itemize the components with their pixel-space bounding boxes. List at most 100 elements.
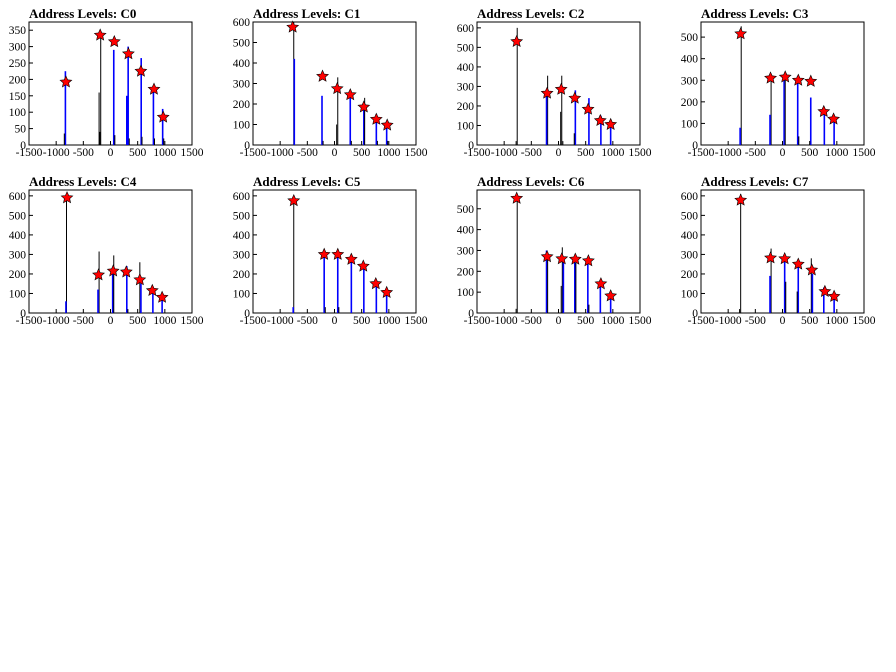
peak-marker: [764, 251, 778, 264]
chart-title: Address Levels: C5: [253, 174, 361, 189]
peak-marker: [804, 74, 818, 87]
y-tick-label: 100: [9, 107, 27, 119]
peak-marker: [817, 104, 831, 117]
chart-title: Address Levels: C0: [29, 6, 136, 21]
y-tick-label: 350: [9, 25, 27, 37]
x-tick-label: -1500: [240, 315, 267, 327]
y-tick-label: 300: [681, 75, 699, 87]
peak-marker: [510, 34, 524, 48]
peak-marker: [827, 289, 841, 302]
chart-title: Address Levels: C6: [477, 174, 585, 189]
x-tick-label: -1000: [43, 147, 70, 159]
x-tick-label: 1500: [629, 315, 652, 327]
x-tick-label: 1000: [825, 147, 848, 159]
peak-marker: [594, 277, 608, 290]
x-tick-label: -500: [73, 315, 94, 327]
x-tick-label: 1000: [601, 147, 624, 159]
x-tick-label: 1500: [181, 147, 204, 159]
x-tick-label: 1000: [153, 315, 176, 327]
peak-marker: [581, 102, 595, 115]
x-tick-label: -1000: [491, 147, 518, 159]
x-tick-label: 1500: [853, 147, 876, 159]
plot-frame: [252, 21, 417, 146]
x-tick-label: -1500: [16, 315, 43, 327]
y-tick-label: 300: [233, 249, 251, 261]
y-tick-label: 0: [692, 308, 698, 320]
plot-frame: [700, 21, 865, 146]
y-tick-label: 300: [457, 81, 475, 93]
peak-marker: [343, 88, 357, 101]
x-tick-label: 0: [108, 147, 114, 159]
plot-frame: [476, 21, 641, 146]
peak-marker: [155, 290, 169, 303]
peak-marker: [59, 75, 73, 88]
peak-marker: [540, 249, 554, 263]
chart-panel-c1: Address Levels: C1 0 100 200 300 400 500 600 -15…: [233, 6, 428, 159]
x-tick-label: -500: [297, 147, 318, 159]
x-tick-label: 0: [556, 315, 562, 327]
y-tick-label: 300: [9, 249, 27, 261]
y-tick-label: 100: [9, 288, 27, 300]
y-tick-label: 200: [681, 269, 699, 281]
x-tick-label: 500: [353, 315, 371, 327]
x-tick-label: -1000: [715, 147, 742, 159]
y-tick-label: 300: [681, 249, 699, 261]
peak-marker: [356, 259, 370, 272]
x-tick-label: -500: [521, 315, 542, 327]
y-tick-label: 100: [457, 287, 475, 299]
y-tick-label: 200: [233, 269, 251, 281]
y-tick-label: 100: [233, 120, 251, 132]
y-tick-label: 0: [244, 308, 250, 320]
x-tick-label: 0: [332, 147, 338, 159]
y-tick-label: 600: [681, 191, 699, 203]
x-tick-label: -500: [73, 147, 94, 159]
peak-marker: [554, 82, 568, 95]
x-tick-label: -1500: [240, 147, 267, 159]
peak-marker: [734, 27, 748, 40]
y-tick-label: 250: [9, 58, 27, 70]
peak-marker: [331, 247, 345, 260]
x-tick-label: -1000: [267, 147, 294, 159]
chart-title: Address Levels: C7: [701, 174, 809, 189]
y-tick-label: 300: [457, 245, 475, 257]
y-tick-label: 0: [20, 140, 26, 152]
peak-marker: [60, 191, 74, 204]
x-tick-label: 500: [129, 315, 147, 327]
x-tick-label: 500: [353, 147, 371, 159]
peak-marker: [827, 112, 841, 125]
peak-marker: [106, 264, 120, 277]
x-tick-label: -500: [745, 315, 766, 327]
peak-marker: [604, 289, 618, 302]
plot-frame: [252, 189, 417, 314]
y-tick-label: 600: [233, 191, 251, 203]
y-tick-label: 400: [9, 230, 27, 242]
peak-marker: [134, 64, 148, 77]
y-tick-label: 100: [681, 288, 699, 300]
x-tick-label: 500: [801, 147, 819, 159]
y-tick-label: 100: [681, 118, 699, 130]
chart-panel-c2: Address Levels: C2 0 100 200 300 400 500 600 -15…: [457, 6, 652, 159]
peak-marker: [791, 73, 805, 86]
y-tick-label: 500: [457, 42, 475, 54]
peak-marker: [778, 251, 792, 265]
peak-marker: [604, 117, 618, 131]
y-tick-label: 0: [244, 140, 250, 152]
peak-marker: [344, 252, 358, 265]
peak-marker: [145, 283, 159, 297]
peak-marker: [818, 284, 832, 298]
x-tick-label: -1500: [688, 315, 715, 327]
x-tick-label: 0: [108, 315, 114, 327]
y-tick-label: 100: [457, 120, 475, 132]
x-tick-label: -1000: [715, 315, 742, 327]
x-tick-label: -1000: [43, 315, 70, 327]
x-tick-label: -1500: [16, 147, 43, 159]
chart-panel-c6: Address Levels: C60100200300400500-1500-…: [457, 174, 652, 327]
y-tick-label: 200: [681, 97, 699, 109]
x-tick-label: 1500: [405, 315, 428, 327]
y-tick-label: 500: [9, 210, 27, 222]
x-tick-label: -1500: [464, 315, 491, 327]
y-tick-label: 400: [233, 230, 251, 242]
x-tick-label: 0: [556, 147, 562, 159]
x-tick-label: 1500: [629, 147, 652, 159]
